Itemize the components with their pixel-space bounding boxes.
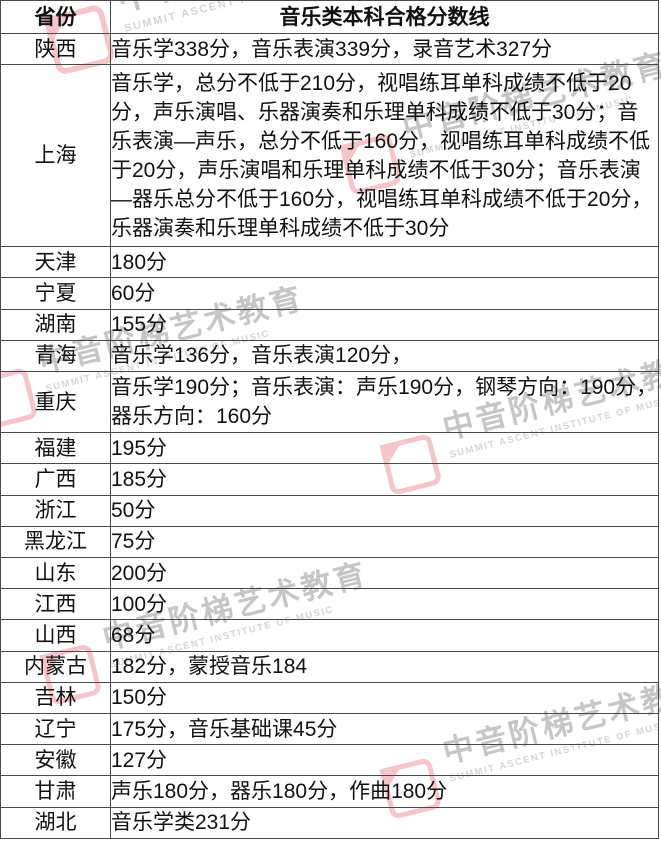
table-row: 陕西 音乐学338分，音乐表演339分，录音艺术327分 <box>0 32 659 66</box>
province-cell: 山西 <box>0 619 111 652</box>
score-cell: 音乐学136分，音乐表演120分， <box>110 339 659 372</box>
province-cell: 湖南 <box>0 308 111 341</box>
table-title-header: 音乐类本科合格分数线 <box>110 0 659 34</box>
table-row: 山东 200分 <box>0 557 659 590</box>
score-cell: 200分 <box>110 557 659 590</box>
province-cell: 吉林 <box>0 681 111 714</box>
score-cell: 75分 <box>110 525 659 559</box>
table-row: 青海 音乐学136分，音乐表演120分， <box>0 339 659 372</box>
table-row: 广西 185分 <box>0 463 659 496</box>
score-cell: 185分 <box>110 463 659 496</box>
table-row: 上海 音乐学，总分不低于210分，视唱练耳单科成绩不低于20分，声乐演唱、乐器演… <box>0 64 659 248</box>
score-cell: 195分 <box>110 432 659 465</box>
header-row: 省份 音乐类本科合格分数线 <box>0 0 659 34</box>
province-column-header: 省份 <box>0 0 111 34</box>
score-cell: 音乐学类231分 <box>110 806 659 840</box>
table-row: 辽宁 175分，音乐基础课45分 <box>0 712 659 746</box>
table-row: 宁夏 60分 <box>0 277 659 310</box>
province-cell: 安徽 <box>0 744 111 777</box>
table-row: 重庆 音乐学190分；音乐表演：声乐190分，钢琴方向：190分，器乐方向：16… <box>0 370 659 434</box>
province-cell: 湖北 <box>0 806 111 840</box>
province-cell: 青海 <box>0 339 111 372</box>
score-cell: 音乐学338分，音乐表演339分，录音艺术327分 <box>110 32 659 66</box>
score-cell: 50分 <box>110 494 659 527</box>
province-cell: 天津 <box>0 246 111 279</box>
score-cell: 60分 <box>110 277 659 310</box>
score-cell: 音乐学，总分不低于210分，视唱练耳单科成绩不低于20分，声乐演唱、乐器演奏和乐… <box>110 64 659 248</box>
table-body: 陕西 音乐学338分，音乐表演339分，录音艺术327分 上海 音乐学，总分不低… <box>0 32 659 840</box>
table-row: 福建 195分 <box>0 432 659 465</box>
table-row: 湖北 音乐学类231分 <box>0 806 659 840</box>
province-cell: 内蒙古 <box>0 650 111 683</box>
province-cell: 甘肃 <box>0 775 111 808</box>
score-cell: 68分 <box>110 619 659 652</box>
province-cell: 山东 <box>0 557 111 590</box>
table-row: 黑龙江 75分 <box>0 525 659 559</box>
province-cell: 陕西 <box>0 32 111 66</box>
score-cell: 180分 <box>110 246 659 279</box>
province-cell: 上海 <box>0 64 111 248</box>
table-row: 江西 100分 <box>0 588 659 621</box>
score-cell: 150分 <box>110 681 659 714</box>
province-cell: 福建 <box>0 432 111 465</box>
province-cell: 江西 <box>0 588 111 621</box>
score-cell: 175分，音乐基础课45分 <box>110 712 659 746</box>
score-cell: 音乐学190分；音乐表演：声乐190分，钢琴方向：190分，器乐方向：160分 <box>110 370 659 434</box>
province-cell: 宁夏 <box>0 277 111 310</box>
table-row: 安徽 127分 <box>0 744 659 777</box>
table-row: 浙江 50分 <box>0 494 659 527</box>
province-cell: 辽宁 <box>0 712 111 746</box>
table-row: 内蒙古 182分，蒙授音乐184 <box>0 650 659 683</box>
province-cell: 广西 <box>0 463 111 496</box>
province-cell: 重庆 <box>0 370 111 434</box>
score-cell: 155分 <box>110 308 659 341</box>
table-row: 天津 180分 <box>0 246 659 279</box>
province-cell: 浙江 <box>0 494 111 527</box>
table-row: 山西 68分 <box>0 619 659 652</box>
province-cell: 黑龙江 <box>0 525 111 559</box>
score-cell: 声乐180分，器乐180分，作曲180分 <box>110 775 659 808</box>
score-cell: 100分 <box>110 588 659 621</box>
score-cell: 127分 <box>110 744 659 777</box>
table-row: 吉林 150分 <box>0 681 659 714</box>
table-row: 甘肃 声乐180分，器乐180分，作曲180分 <box>0 775 659 808</box>
score-cell: 182分，蒙授音乐184 <box>110 650 659 683</box>
table-row: 湖南 155分 <box>0 308 659 341</box>
